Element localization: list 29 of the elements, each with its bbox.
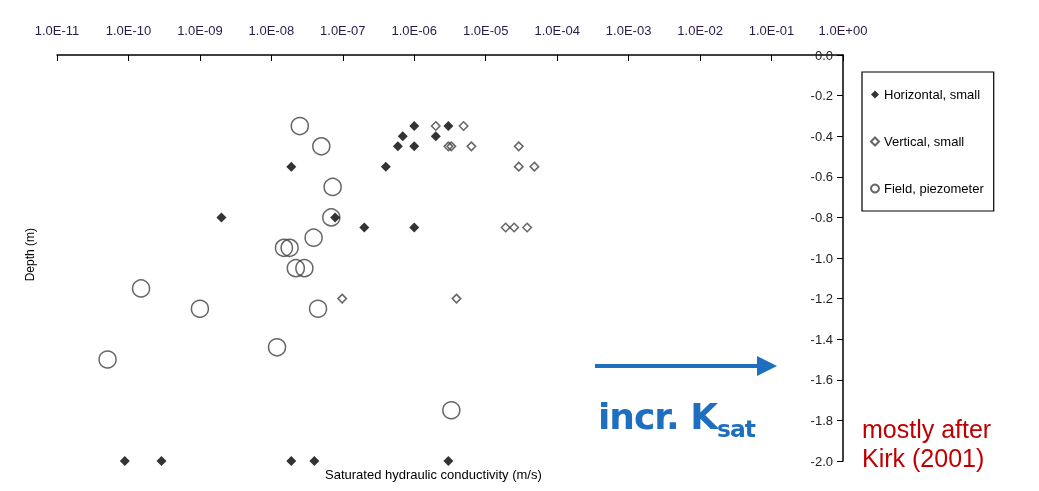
y-tick-label: -0.6 bbox=[810, 169, 833, 185]
y-axis-title: Depth (m) bbox=[23, 228, 37, 282]
x-tick-label: 1.0E-09 bbox=[177, 23, 223, 38]
y-tick-label: -1.8 bbox=[810, 412, 833, 428]
y-tick-label: -1.2 bbox=[810, 291, 833, 307]
text: mostly after Kirk (2001) bbox=[862, 415, 993, 473]
legend-label: Field, piezometer bbox=[884, 181, 985, 196]
y-tick-label: -0.2 bbox=[810, 88, 833, 104]
y-tick-label: -0.8 bbox=[810, 209, 833, 225]
x-tick-label: 1.0E+00 bbox=[818, 23, 868, 38]
y-tick-label: -0.4 bbox=[810, 128, 833, 144]
x-tick-label: 1.0E-01 bbox=[748, 23, 795, 38]
y-tick-label: -1.6 bbox=[810, 372, 833, 388]
y-tick-label: -1.4 bbox=[810, 331, 833, 347]
annotation: incr. K$_{sat}$ bbox=[598, 396, 755, 444]
x-tick-label: 1.0E-06 bbox=[391, 23, 438, 38]
x-tick-label: 1.0E-04 bbox=[534, 23, 580, 38]
x-tick-label: 1.0E-10 bbox=[105, 23, 152, 38]
legend-label: Vertical, small bbox=[884, 134, 965, 149]
y-tick-label: -2.0 bbox=[810, 453, 833, 469]
x-tick-label: 1.0E-03 bbox=[605, 23, 652, 38]
x-tick-label: 1.0E-07 bbox=[320, 23, 366, 38]
x-tick-label: 1.0E-05 bbox=[462, 23, 509, 38]
legend-label: Horizontal, small bbox=[884, 87, 981, 102]
x-tick-label: 1.0E-02 bbox=[677, 23, 723, 38]
x-axis-title: Saturated hydraulic conductivity (m/s) bbox=[325, 467, 542, 482]
y-tick-label: -1.0 bbox=[810, 250, 833, 266]
x-tick-label: 1.0E-11 bbox=[34, 23, 80, 38]
x-tick-label: 1.0E-08 bbox=[248, 23, 295, 38]
